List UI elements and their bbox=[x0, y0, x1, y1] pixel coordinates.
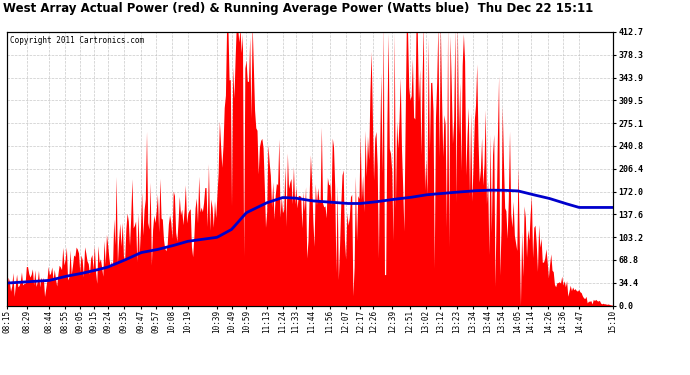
Text: Copyright 2011 Cartronics.com: Copyright 2011 Cartronics.com bbox=[10, 36, 144, 45]
Text: West Array Actual Power (red) & Running Average Power (Watts blue)  Thu Dec 22 1: West Array Actual Power (red) & Running … bbox=[3, 2, 593, 15]
